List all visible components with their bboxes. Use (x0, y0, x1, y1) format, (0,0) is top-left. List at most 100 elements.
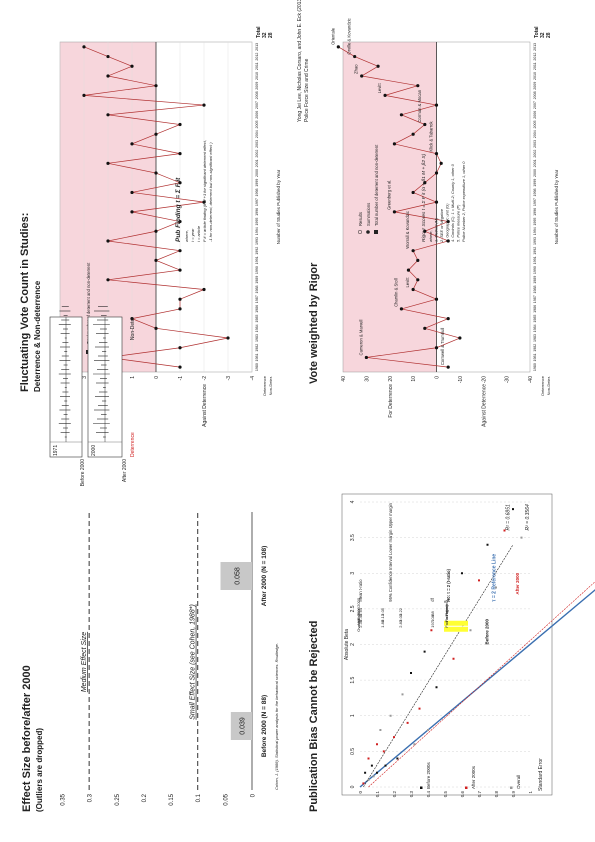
table-header: df (430, 597, 435, 601)
forest-label: Before 2000 (80, 459, 86, 486)
data-point (411, 287, 415, 292)
data-point (446, 317, 450, 321)
data-point (178, 152, 182, 156)
formula-line: -1 for non-deterrent, deterrent but non-… (208, 142, 213, 242)
reference-line-label: τ = 2 Reference Line (491, 554, 497, 602)
formula-line: where, (184, 230, 189, 242)
x-tick-label: 1986 (533, 305, 537, 313)
panel1-title: Fluctuating Vote Count in Studies: (19, 213, 31, 392)
panel3-subtitle: (Outliers are dropped) (35, 728, 44, 812)
x-tick-label: 1986 (255, 305, 259, 313)
formula-line: i = article (196, 225, 201, 242)
data-point (434, 171, 439, 175)
formula-line: F it = article finding (if of +1 for sig… (202, 140, 207, 242)
beta-tick-label: 0 (350, 785, 356, 788)
x-tick-label: 2005 (533, 121, 537, 129)
data-point (411, 190, 415, 195)
x-tick-label: 2007 (533, 101, 537, 109)
data-point (383, 93, 387, 97)
data-point (130, 190, 134, 195)
legend-label: Total number of deterrent and non-deterr… (86, 262, 91, 344)
highlight-cell (444, 626, 468, 632)
data-point (392, 142, 397, 146)
total-value: 28 (268, 32, 274, 38)
x-tick-label: 2009 (533, 82, 537, 90)
se-tick-label: 0.5 (443, 791, 448, 798)
data-point (154, 258, 158, 262)
x-tick-label: 1985 (533, 315, 537, 323)
scatter-point (362, 782, 365, 785)
table-cell: 2.64 (358, 607, 363, 616)
forest-deterrence-label: Deterrence (130, 432, 136, 457)
x-tick-label: 2002 (255, 150, 259, 158)
panel-publication-bias: Publication Bias Cannot be Rejected 0 0.5 1… (308, 493, 595, 812)
panel3-title: Effect Size before/after 2000 (21, 665, 33, 812)
scatter-point (367, 757, 370, 760)
data-point (178, 365, 182, 369)
data-point (202, 103, 206, 107)
formula-line: Police Number 2, Police expenditure 1, o… (461, 161, 466, 242)
data-point (411, 132, 415, 136)
x-tick-label: 1991 (533, 256, 537, 264)
scatter-point (444, 600, 446, 603)
data-point (423, 326, 427, 330)
scatter-point (418, 707, 421, 710)
legend-label: Summations (366, 203, 371, 226)
formula-line: where, (428, 230, 433, 242)
point-annotation: Orville & Kovandzic (347, 18, 352, 54)
y-tick-label: -10 (458, 376, 464, 383)
data-point (130, 142, 134, 146)
series-line (338, 46, 461, 368)
table-cell: 2.49 (358, 613, 363, 622)
data-point (406, 268, 411, 272)
data-point (353, 54, 357, 59)
scatter-point (384, 764, 387, 767)
table-header: 95% Confidence Interval Lower margin Upp… (388, 502, 393, 601)
after-2000-label: After 2000 (515, 572, 520, 594)
y-tick-label: -20 (481, 376, 487, 383)
data-point (439, 161, 443, 165)
data-point (130, 64, 134, 68)
x-tick-label: 1995 (533, 218, 537, 226)
data-point (434, 297, 439, 301)
scatter-point (478, 579, 480, 582)
x-tick-label: 2000 (255, 169, 259, 177)
scatter-point (461, 572, 463, 575)
table-cell: 2.13 (380, 613, 385, 622)
y-tick-label: 0.05 (223, 793, 229, 805)
table-header: Mean t-ratio (358, 579, 363, 602)
scatter-point (452, 657, 455, 660)
data-point (446, 219, 450, 224)
x-tick-label: 1980 (255, 363, 259, 371)
plot-frame (341, 493, 553, 796)
data-point (202, 287, 206, 292)
scatter-point (469, 629, 472, 632)
x-tick-label: 1993 (255, 237, 259, 245)
x-tick-label: 1996 (533, 208, 537, 216)
legend-marker-total (374, 230, 378, 234)
y-tick-label: 40 (341, 376, 347, 382)
x-category-label: After 2000 (N = 108) (261, 546, 268, 607)
panel-fluctuating-vote-count: Fluctuating Vote Count in Studies: Deterr… (19, 26, 281, 427)
table-row-label: Before 2000 (356, 597, 361, 620)
se-tick-label: 0 (358, 791, 363, 794)
scatter-point (382, 750, 385, 753)
x-tick-label: 1999 (533, 179, 537, 187)
data-point (446, 365, 450, 369)
se-tick-label: 0.1 (375, 791, 380, 798)
y-tick-label: 0.35 (61, 793, 67, 805)
point-annotation: Corman & Mocan (417, 89, 422, 122)
x-tick-label: 1999 (255, 179, 259, 187)
table-cell: 3.22 (398, 607, 403, 616)
data-point (154, 326, 158, 330)
series-line (83, 46, 229, 368)
data-point (130, 317, 134, 321)
data-point (423, 181, 427, 185)
x-tick-label: 2011 (533, 62, 537, 70)
y-tick-label: 0.3 (88, 793, 94, 802)
scatter-point (367, 778, 370, 781)
y-tick-label: 0.2 (142, 793, 148, 802)
y-tick-label: 0 (154, 376, 160, 379)
x-tick-label: 2012 (255, 53, 259, 61)
scatter-point (401, 693, 404, 696)
